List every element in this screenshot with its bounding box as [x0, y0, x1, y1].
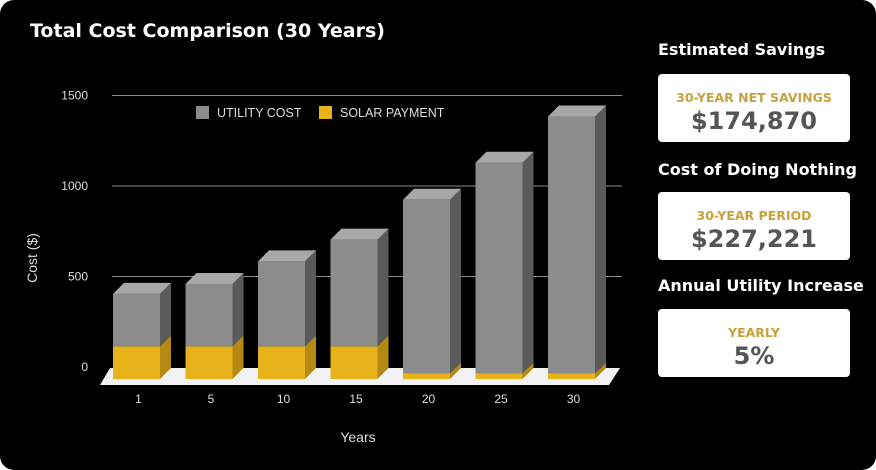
- solar-bar-side: [450, 362, 461, 379]
- utility-bar-side: [232, 272, 244, 347]
- solar-bar: [258, 346, 305, 379]
- x-tick-label: 10: [277, 392, 291, 406]
- solar-bar-side: [160, 335, 171, 379]
- y-axis-title: Cost ($): [24, 233, 40, 283]
- utility-bar: [548, 116, 595, 374]
- x-tick-label: 1: [135, 392, 142, 406]
- legend-swatch: [319, 106, 332, 119]
- y-tick-label: 500: [68, 270, 88, 284]
- x-tick-label: 5: [208, 392, 215, 406]
- period-value: $227,221: [690, 225, 817, 253]
- yearly-value: 5%: [733, 342, 775, 370]
- yearly-label: YEARLY: [728, 325, 780, 340]
- utility-bar-side: [522, 151, 534, 374]
- solar-bar-side: [305, 335, 316, 379]
- net-savings-value: $174,870: [690, 107, 817, 135]
- utility-bar: [330, 239, 378, 347]
- net-savings-box: 30-YEAR NET SAVINGS $174,870: [658, 74, 850, 142]
- net-savings-label: 30-YEAR NET SAVINGS: [676, 90, 832, 105]
- utility-bar-side: [305, 250, 316, 347]
- annual-increase-heading: Annual Utility Increase: [658, 276, 864, 295]
- x-tick-label: 20: [422, 392, 436, 406]
- utility-bar-top: [185, 272, 244, 284]
- x-tick-label: 15: [349, 392, 363, 406]
- legend-label: SOLAR PAYMENT: [340, 106, 445, 120]
- solar-bar: [403, 373, 450, 379]
- x-tick-label: 25: [494, 392, 508, 406]
- utility-bar: [258, 261, 305, 347]
- solar-bar-side: [232, 335, 244, 379]
- legend-swatch: [196, 106, 209, 119]
- solar-bar-side: [377, 335, 389, 379]
- y-tick-label: 1000: [61, 179, 88, 193]
- solar-bar: [113, 346, 160, 379]
- solar-bar: [548, 373, 595, 379]
- solar-bar: [475, 373, 523, 379]
- utility-bar-top: [548, 105, 606, 117]
- utility-bar-side: [450, 188, 461, 374]
- utility-bar-side: [160, 282, 171, 347]
- utility-bar-top: [475, 151, 534, 163]
- utility-bar-top: [258, 250, 316, 262]
- utility-bar-top: [113, 282, 171, 294]
- y-tick-label: 1500: [61, 89, 88, 103]
- chart-title: Total Cost Comparison (30 Years): [30, 20, 385, 42]
- utility-bar-side: [595, 105, 606, 374]
- x-axis-title: Years: [340, 429, 375, 445]
- estimated-savings-heading: Estimated Savings: [658, 40, 826, 59]
- legend-label: UTILITY COST: [217, 106, 302, 120]
- y-tick-label: 0: [81, 360, 88, 374]
- solar-bar-side: [595, 362, 606, 379]
- utility-bar: [185, 283, 233, 347]
- utility-bar-side: [377, 228, 389, 347]
- cost-of-nothing-heading: Cost of Doing Nothing: [658, 160, 857, 179]
- solar-bar: [185, 346, 233, 379]
- period-label: 30-YEAR PERIOD: [696, 208, 812, 223]
- utility-bar: [403, 199, 450, 374]
- utility-bar: [475, 162, 523, 374]
- utility-bar-top: [403, 188, 461, 200]
- legend: UTILITY COST SOLAR PAYMENT: [196, 106, 445, 120]
- cost-of-nothing-box: 30-YEAR PERIOD $227,221: [658, 192, 850, 260]
- x-tick-label: 30: [567, 392, 581, 406]
- utility-bar: [113, 293, 160, 347]
- solar-bar: [330, 346, 378, 379]
- solar-bar-side: [522, 362, 534, 379]
- bars: [113, 105, 606, 379]
- annual-increase-box: YEARLY 5%: [658, 309, 850, 377]
- utility-bar-top: [330, 228, 389, 240]
